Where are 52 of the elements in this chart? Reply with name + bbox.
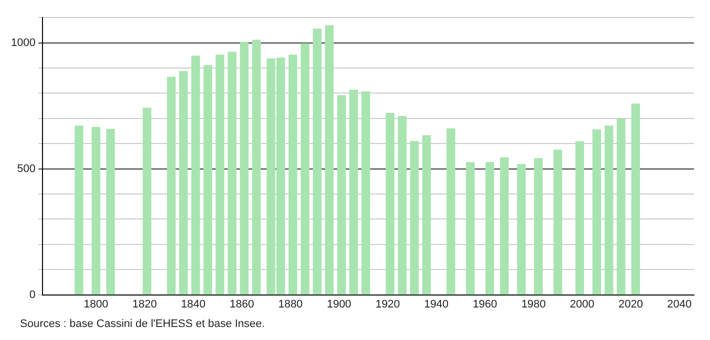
x-tick-label: 2020 [618, 298, 644, 310]
bar [517, 164, 526, 295]
bar [446, 128, 456, 295]
bar [300, 43, 310, 295]
bar [534, 158, 543, 295]
bar [466, 162, 475, 295]
bar [252, 40, 261, 295]
bar [349, 90, 358, 295]
x-tick-label: 1840 [180, 298, 206, 310]
bar [337, 95, 346, 295]
x-tick-label: 1880 [278, 298, 303, 310]
bar [312, 28, 322, 295]
x-tick-label: 2040 [667, 298, 692, 310]
y-tick-label: 1000 [10, 36, 36, 49]
x-tick-label: 1860 [230, 298, 254, 310]
bar [386, 113, 394, 295]
bar [631, 103, 640, 295]
bar [410, 141, 419, 295]
bar [422, 135, 431, 295]
bar [92, 126, 100, 295]
x-tick-label: 1920 [375, 298, 400, 310]
x-tick-label: 1940 [424, 298, 449, 310]
y-tick-label: 0 [29, 288, 36, 301]
bar [240, 42, 249, 295]
bar [203, 65, 212, 295]
bar [592, 129, 602, 295]
bar [361, 91, 370, 295]
bar [500, 157, 509, 295]
bar [554, 150, 562, 295]
bar [191, 56, 200, 295]
x-tick-label: 2000 [570, 298, 594, 310]
x-tick-label: 1800 [84, 298, 108, 310]
bar [142, 108, 152, 295]
bar [74, 126, 84, 295]
bar [575, 141, 584, 295]
bar [106, 128, 115, 295]
bar [485, 162, 494, 295]
x-tick-label: 1820 [132, 298, 157, 310]
x-tick-label: 1960 [472, 298, 498, 310]
bar [179, 70, 188, 295]
bar [604, 126, 614, 295]
bar [398, 116, 407, 295]
bar [616, 118, 626, 295]
bar [288, 54, 298, 295]
bar [166, 76, 176, 295]
bar [216, 54, 224, 295]
x-tick-label: 1900 [326, 298, 352, 310]
bar [228, 52, 236, 295]
bar [325, 25, 334, 295]
source-note: Sources : base Cassini de l'EHESS et base Insee. [20, 318, 266, 330]
y-tick-label: 500 [17, 162, 36, 175]
x-tick-label: 1980 [521, 298, 546, 310]
